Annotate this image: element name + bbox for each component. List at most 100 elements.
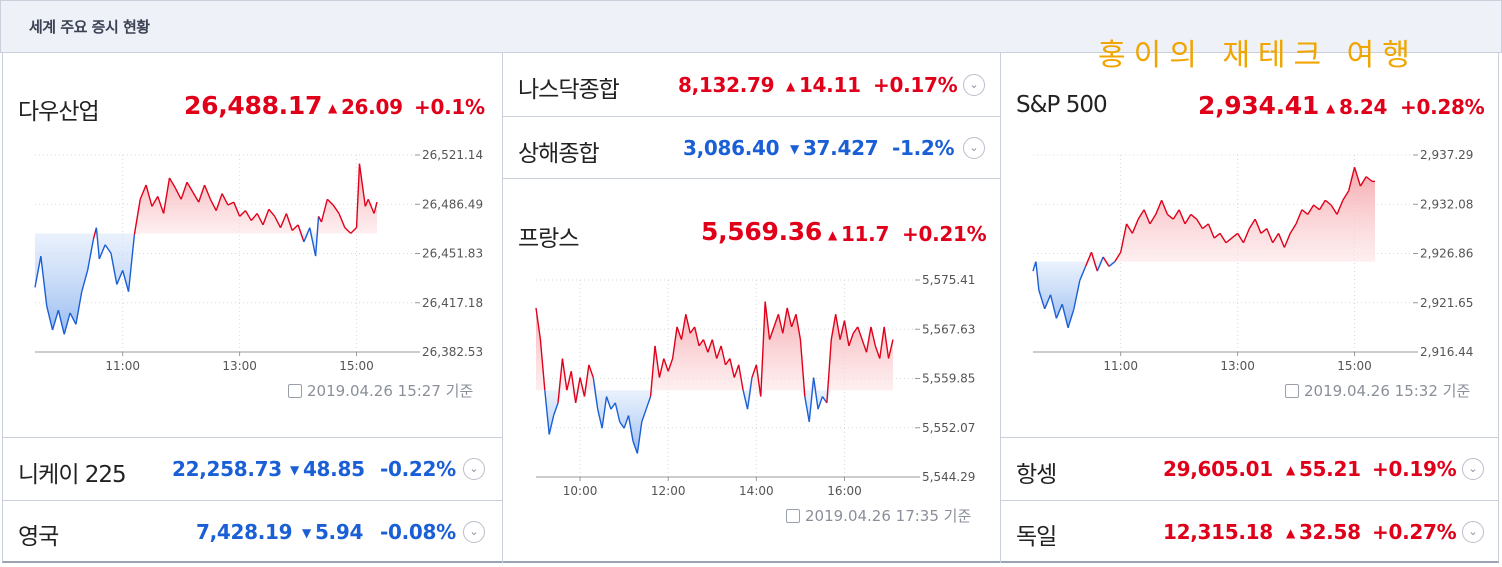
series-line-segment xyxy=(698,339,705,347)
series-line-segment xyxy=(203,184,212,200)
series-line-segment xyxy=(57,309,65,335)
timestamp: 2019.04.26 15:32 기준 xyxy=(1285,380,1470,401)
series-line-segment xyxy=(320,199,328,223)
series-line-segment xyxy=(782,307,788,334)
x-tick-label: 13:00 xyxy=(1220,359,1255,373)
index-name: 프랑스 xyxy=(518,226,579,252)
series-line-segment xyxy=(799,339,806,397)
up-arrow-icon: ▲ xyxy=(786,79,795,93)
index-change: ▼ 48.85 xyxy=(290,457,365,481)
series-line-segment xyxy=(174,187,182,200)
y-tick-label: 5,559.85 xyxy=(922,372,975,386)
series-line-segment xyxy=(702,339,709,353)
series-line-segment xyxy=(667,358,674,372)
series-line-segment xyxy=(566,371,572,391)
index-name: 상해종합 xyxy=(518,141,600,167)
series-line-segment xyxy=(75,291,83,325)
index-change-percent: +0.21% xyxy=(902,222,987,246)
chevron-down-icon[interactable]: ⌄ xyxy=(463,458,485,480)
series-line-segment xyxy=(865,326,872,353)
y-tick-label: 2,916.44 xyxy=(1420,345,1473,359)
series-line-segment xyxy=(180,181,188,200)
index-change: ▼ 5.94 xyxy=(302,520,364,544)
index-change: ▲ 32.58 xyxy=(1286,520,1361,544)
x-tick-label: 15:00 xyxy=(1337,359,1372,373)
series-line-segment xyxy=(883,326,890,359)
series-line-segment xyxy=(309,227,317,257)
series-line-segment xyxy=(817,396,824,410)
series-line-segment xyxy=(579,377,586,397)
clock-icon xyxy=(786,509,800,523)
series-line-segment xyxy=(689,326,696,334)
index-change-percent: +0.27% xyxy=(1372,520,1457,544)
series-line-segment xyxy=(34,255,42,288)
series-line-segment xyxy=(1248,218,1256,229)
series-line-segment xyxy=(279,213,288,228)
down-arrow-icon: ▼ xyxy=(302,526,311,540)
timestamp: 2019.04.26 15:27 기준 xyxy=(288,380,473,401)
y-tick-label: 2,937.29 xyxy=(1420,148,1473,162)
index-change-percent: +0.17% xyxy=(873,73,958,97)
series-line-segment xyxy=(636,421,643,454)
index-name: S&P 500 xyxy=(1016,92,1108,118)
series-line-segment xyxy=(338,213,346,228)
timestamp: 2019.04.26 17:35 기준 xyxy=(786,505,971,526)
series-line-segment xyxy=(843,320,850,347)
series-line-segment xyxy=(1254,218,1262,234)
series-line-segment xyxy=(592,377,599,410)
y-tick-label: 5,575.41 xyxy=(922,273,975,287)
series-line-segment xyxy=(711,339,718,359)
series-line-segment xyxy=(227,201,235,206)
series-line-segment xyxy=(314,216,320,257)
series-line-segment xyxy=(151,196,159,207)
series-line-segment xyxy=(742,390,749,410)
series-line-segment xyxy=(746,377,753,410)
chevron-down-icon[interactable]: ⌄ xyxy=(463,521,485,543)
series-line-segment xyxy=(1213,232,1221,239)
series-line-segment xyxy=(729,358,735,378)
x-tick-label: 11:00 xyxy=(1103,359,1138,373)
series-line-segment xyxy=(1359,176,1367,187)
series-line-segment xyxy=(326,198,334,206)
up-arrow-icon: ▲ xyxy=(328,101,337,115)
series-line-segment xyxy=(63,312,71,335)
watermark-text: 홍이의 재테크 여행 xyxy=(1098,38,1418,73)
series-line-segment xyxy=(676,326,683,340)
y-tick-label: 2,932.08 xyxy=(1420,197,1473,211)
series-line-segment xyxy=(1219,232,1227,244)
series-line-segment xyxy=(1096,256,1104,272)
series-line-segment xyxy=(1190,213,1198,220)
series-line-segment xyxy=(707,339,713,353)
series-line-segment xyxy=(168,177,176,189)
series-line-segment xyxy=(574,377,581,403)
series-line-segment xyxy=(162,177,171,214)
series-line-segment xyxy=(597,409,603,429)
series-line-segment xyxy=(127,234,136,292)
series-line-segment xyxy=(1061,304,1069,328)
index-change: ▲ 26.09 xyxy=(328,95,403,119)
chevron-down-icon[interactable]: ⌄ xyxy=(963,137,985,159)
series-line-segment xyxy=(755,364,762,397)
series-line-segment xyxy=(561,358,568,391)
series-line-segment xyxy=(544,390,550,435)
clock-icon xyxy=(1285,384,1299,398)
series-line-segment xyxy=(1301,209,1309,215)
index-price: 29,605.01 xyxy=(1163,457,1273,481)
series-line-segment xyxy=(367,198,375,214)
clock-icon xyxy=(288,384,302,398)
chevron-down-icon[interactable]: ⌄ xyxy=(1462,521,1484,543)
series-line-segment xyxy=(95,227,101,260)
series-line-segment xyxy=(297,224,305,243)
index-change-percent: +0.1% xyxy=(414,95,485,119)
area-below-baseline xyxy=(536,390,893,454)
series-line-segment xyxy=(879,326,885,359)
chevron-down-icon[interactable]: ⌄ xyxy=(1462,458,1484,480)
series-line-segment xyxy=(1348,167,1356,191)
series-line-segment xyxy=(848,333,854,347)
area-above-baseline xyxy=(536,301,893,391)
chevron-down-icon[interactable]: ⌄ xyxy=(963,74,985,96)
series-line-segment xyxy=(1272,232,1280,244)
series-line-segment xyxy=(1324,199,1332,206)
series-line-segment xyxy=(1114,251,1122,263)
series-line-segment xyxy=(1079,266,1087,281)
